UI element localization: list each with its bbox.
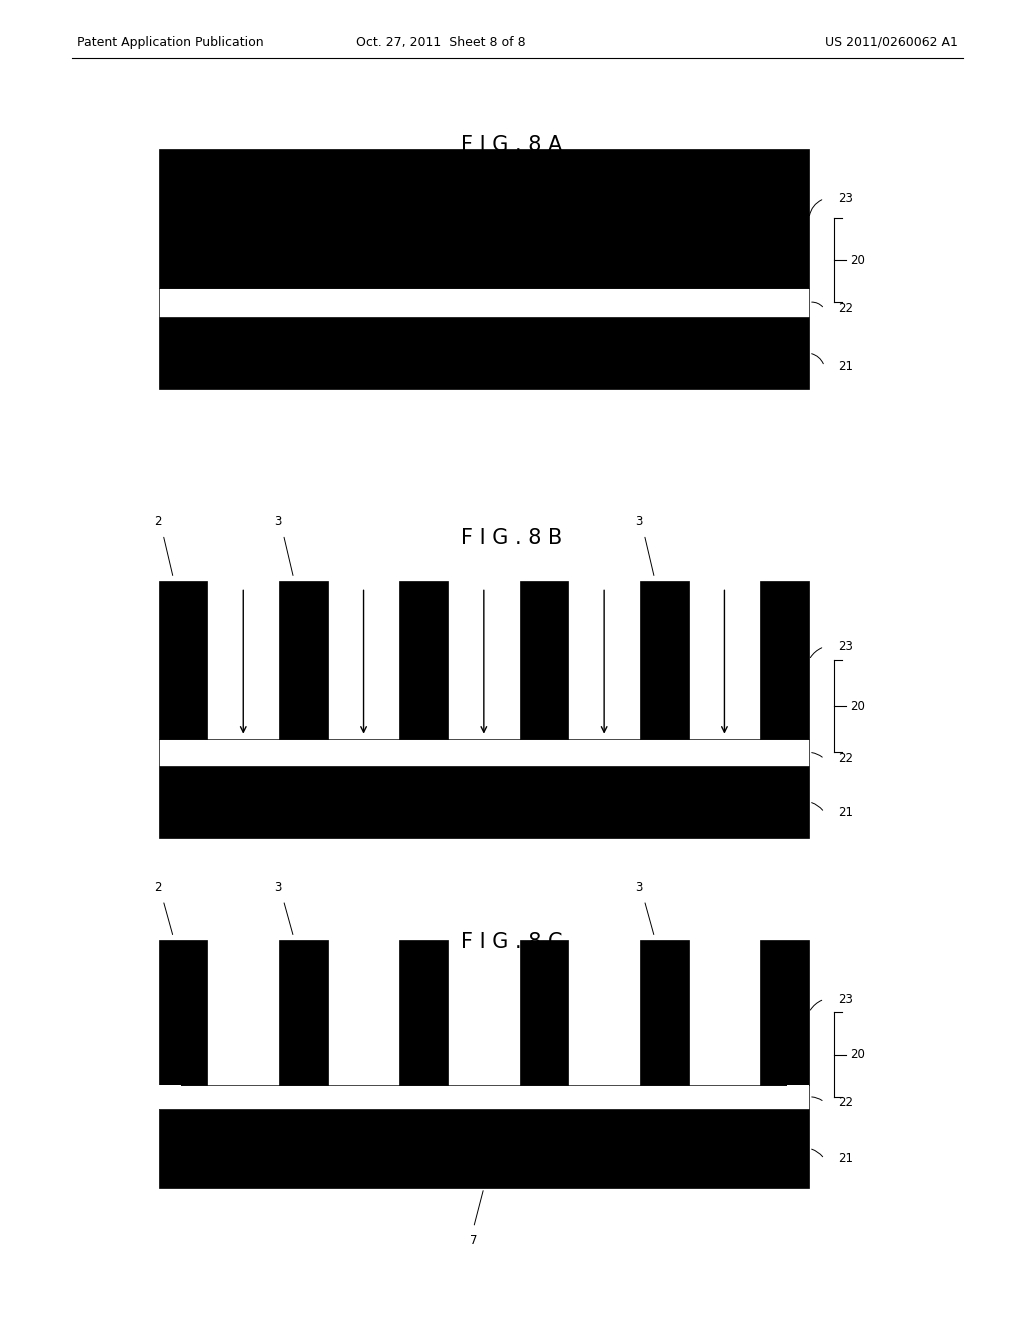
Text: Patent Application Publication: Patent Application Publication bbox=[77, 36, 263, 49]
Text: 23: 23 bbox=[838, 193, 853, 205]
Text: 3: 3 bbox=[636, 515, 643, 528]
Bar bbox=[787, 1085, 809, 1109]
Bar bbox=[159, 739, 809, 766]
Bar bbox=[159, 940, 208, 1085]
Bar bbox=[760, 581, 809, 739]
Bar bbox=[519, 940, 568, 1085]
Text: 20: 20 bbox=[850, 1048, 865, 1061]
Text: 21: 21 bbox=[838, 360, 853, 372]
Text: 3: 3 bbox=[274, 880, 282, 894]
Bar bbox=[399, 940, 449, 1085]
Text: 2: 2 bbox=[155, 515, 162, 528]
Bar bbox=[159, 317, 809, 389]
Text: 22: 22 bbox=[838, 302, 853, 315]
Text: F I G . 8 A: F I G . 8 A bbox=[462, 135, 562, 154]
Text: 21: 21 bbox=[838, 807, 853, 818]
Bar bbox=[159, 1085, 809, 1109]
Bar bbox=[159, 149, 809, 288]
Bar bbox=[159, 766, 809, 838]
Bar bbox=[519, 581, 568, 739]
Text: 7: 7 bbox=[470, 1234, 477, 1247]
Text: F I G . 8 C: F I G . 8 C bbox=[461, 932, 563, 952]
Text: 2: 2 bbox=[155, 880, 162, 894]
Text: 3: 3 bbox=[636, 880, 643, 894]
Bar bbox=[760, 940, 809, 1085]
Text: 21: 21 bbox=[838, 1152, 853, 1166]
Text: 22: 22 bbox=[838, 752, 853, 766]
Text: 23: 23 bbox=[838, 993, 853, 1006]
Text: F I G . 8 B: F I G . 8 B bbox=[462, 528, 562, 548]
Bar bbox=[279, 581, 328, 739]
Bar bbox=[159, 1085, 180, 1109]
Text: US 2011/0260062 A1: US 2011/0260062 A1 bbox=[824, 36, 957, 49]
Bar bbox=[159, 1109, 809, 1188]
Bar bbox=[279, 940, 328, 1085]
Text: 20: 20 bbox=[850, 700, 865, 713]
Text: 22: 22 bbox=[838, 1096, 853, 1109]
Bar bbox=[399, 581, 449, 739]
Text: Oct. 27, 2011  Sheet 8 of 8: Oct. 27, 2011 Sheet 8 of 8 bbox=[355, 36, 525, 49]
Bar bbox=[640, 940, 689, 1085]
Bar bbox=[159, 288, 809, 317]
Bar bbox=[159, 581, 208, 739]
Text: 3: 3 bbox=[274, 515, 282, 528]
Text: 23: 23 bbox=[838, 640, 853, 653]
Bar bbox=[640, 581, 689, 739]
Text: 20: 20 bbox=[850, 253, 865, 267]
